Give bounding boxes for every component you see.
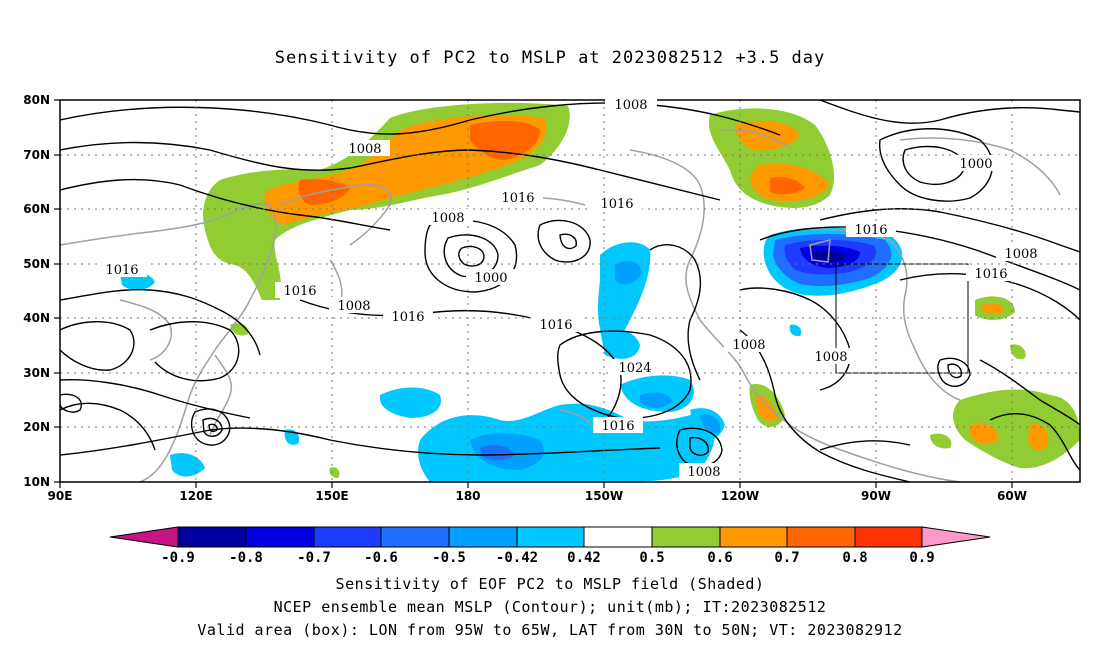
contour-label: 1016 [283, 284, 316, 299]
contour-label: 1008 [687, 465, 720, 480]
contour-label: 1008 [614, 98, 647, 113]
contour-label: 1016 [600, 197, 633, 212]
colorbar-segment [380, 526, 450, 548]
y-axis-labels: 80N 70N 60N 50N 40N 30N 20N 10N [23, 93, 50, 489]
x-label: 60W [997, 489, 1027, 503]
contour-label: 1008 [431, 211, 464, 226]
x-axis-labels: 90E 120E 150E 180 150W 120W 90W 60W [48, 489, 1027, 503]
colorbar-label: 0.6 [707, 550, 732, 566]
colorbar-segment [516, 526, 585, 548]
x-label: 150W [585, 489, 623, 503]
contour-label: 1000 [959, 157, 992, 172]
y-label: 60N [23, 202, 50, 216]
y-label: 50N [23, 257, 50, 271]
colorbar-label: -0.6 [364, 550, 398, 566]
contour-label: 1016 [601, 419, 634, 434]
y-label: 70N [23, 148, 50, 162]
colorbar-segment [177, 526, 247, 548]
contour-label: 1008 [348, 142, 381, 157]
colorbar-segment [854, 526, 923, 548]
colorbar-segment [651, 526, 721, 548]
sensitivity-map: 80N 70N 60N 50N 40N 30N 20N 10N 90E 120E… [23, 93, 1081, 566]
contour-label: 1008 [814, 350, 847, 365]
caption-contour: NCEP ensemble mean MSLP (Contour); unit(… [273, 598, 827, 616]
colorbar-label: -0.5 [432, 550, 466, 566]
y-label: 30N [23, 366, 50, 380]
x-label: 120E [179, 489, 212, 503]
colorbar-label: -0.7 [297, 550, 331, 566]
mslp-contours [60, 100, 1080, 482]
caption-valid-area: Valid area (box): LON from 95W to 65W, L… [197, 621, 903, 639]
contour-labels: 1008 1008 1016 1016 1008 1000 1016 1016 … [97, 96, 1046, 480]
contour-label: 1008 [732, 338, 765, 353]
x-label: 150E [315, 489, 348, 503]
positive-sensitivity-shading [203, 102, 1080, 478]
contour-label: 1016 [105, 263, 138, 278]
grid-lines [60, 100, 1080, 482]
colorbar-segment [245, 526, 315, 548]
contour-label: 1016 [974, 267, 1007, 282]
x-label: 180 [455, 489, 480, 503]
colorbar-segment [313, 526, 382, 548]
contour-label: 1024 [618, 361, 651, 376]
contour-label: 1000 [474, 271, 507, 286]
colorbar-label: 0.8 [842, 550, 867, 566]
colorbar-segment [719, 526, 788, 548]
contour-label: 1008 [1004, 247, 1037, 262]
y-label: 40N [23, 311, 50, 325]
contour-label: 1016 [391, 310, 424, 325]
contour-label: 1016 [501, 191, 534, 206]
x-label: 90W [861, 489, 891, 503]
colorbar-segment [583, 526, 653, 548]
colorbar-label: -0.42 [496, 550, 538, 566]
colorbar-segment [448, 526, 518, 548]
colorbar-left-triangle [109, 526, 179, 548]
colorbar-label: 0.42 [567, 550, 601, 566]
contour-label: 1016 [854, 223, 887, 238]
x-label: 90E [48, 489, 73, 503]
map-frame [59, 99, 1081, 483]
map-title: Sensitivity of PC2 to MSLP at 2023082512… [274, 48, 826, 68]
axis-ticks [54, 99, 1013, 488]
y-label: 20N [23, 420, 50, 434]
colorbar-label: 0.9 [909, 550, 934, 566]
contour-label: 1016 [539, 318, 572, 333]
colorbar-label: -0.9 [161, 550, 195, 566]
x-label: 120W [721, 489, 759, 503]
y-label: 10N [23, 475, 50, 489]
colorbar-right-triangle [921, 526, 991, 548]
colorbar-label: -0.8 [229, 550, 263, 566]
colorbar-label: 0.7 [774, 550, 799, 566]
contour-label: 1008 [337, 299, 370, 314]
y-label: 80N [23, 93, 50, 107]
colorbar-segment [786, 526, 856, 548]
colorbar-label: 0.5 [639, 550, 664, 566]
caption-shading: Sensitivity of EOF PC2 to MSLP field (Sh… [335, 575, 765, 593]
colorbar: -0.9 -0.8 -0.7 -0.6 -0.5 -0.42 0.42 0.5 … [109, 526, 991, 566]
